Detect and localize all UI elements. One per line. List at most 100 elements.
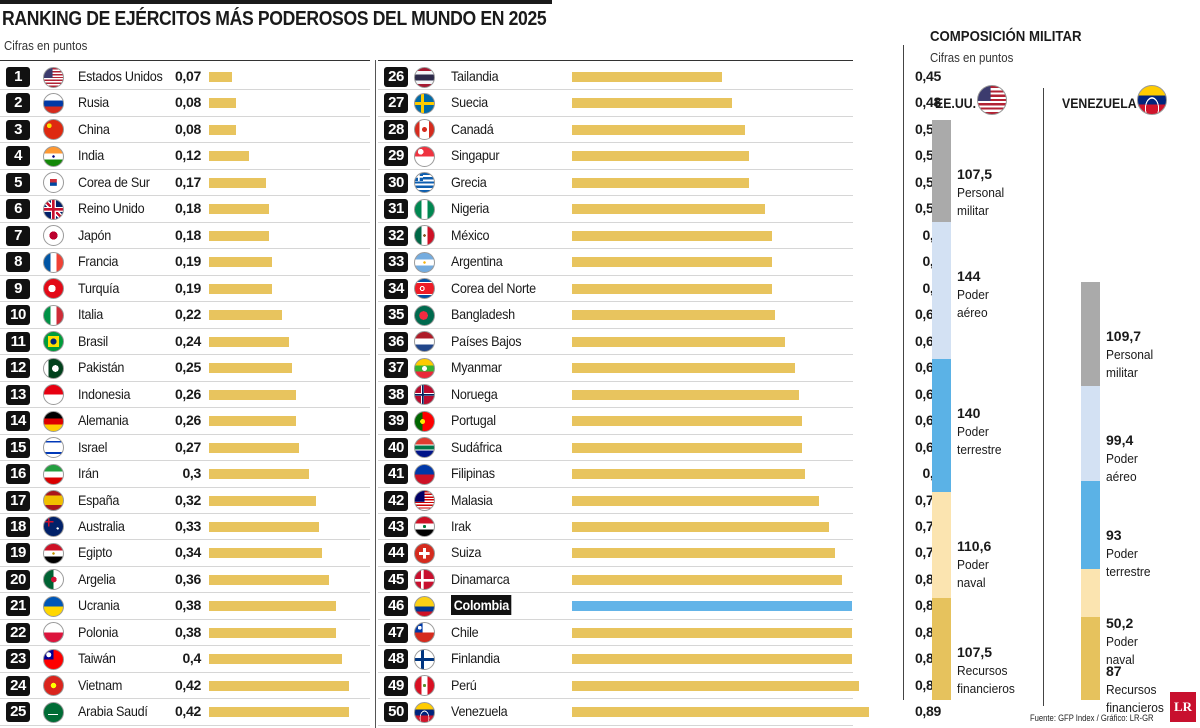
composition-title: COMPOSICIÓN MILITAR [930, 28, 1082, 45]
segment-label: Poder aéreo [1106, 451, 1138, 485]
country-name: Países Bajos [451, 332, 522, 349]
score-bar [209, 204, 269, 215]
stack-segment [1081, 617, 1100, 700]
stack-segment [932, 359, 951, 493]
flag-russia-icon [43, 92, 64, 114]
country-name: Myanmar [451, 359, 502, 376]
flag-denmark-icon [414, 569, 435, 591]
rank-badge: 6 [6, 199, 30, 220]
rank-badge: 25 [6, 702, 30, 723]
score-label: 0,18 [174, 226, 201, 243]
ranking-row: 13 Indonesia 0,26 [0, 382, 370, 409]
score-label: 0,07 [174, 68, 201, 84]
score-bar [209, 627, 336, 638]
rank-badge: 14 [6, 411, 30, 432]
segment-label: Personal militar [957, 185, 1005, 218]
segment-value: 107,5 [957, 643, 993, 660]
score-bar [572, 389, 799, 400]
ranking-row: 44 Suiza 0,79 [378, 540, 941, 567]
rank-badge: 49 [384, 675, 408, 696]
flag-chile-icon [414, 622, 435, 644]
rank-badge: 39 [384, 411, 408, 432]
country-name: Japón [78, 226, 111, 243]
score-bar [209, 310, 282, 321]
ranking-row: 16 Irán 0,3 [0, 461, 370, 488]
flag-saudi-arabia-icon [43, 701, 64, 723]
source-note: Fuente: GFP Index / Gráfico: LR-GR [1030, 713, 1154, 723]
flag-malaysia-icon [414, 490, 435, 511]
ranking-row: 42 Malasia 0,74 [378, 488, 941, 514]
rank-badge: 35 [384, 305, 408, 326]
score-bar [209, 151, 249, 162]
score-bar [572, 548, 835, 559]
score-label: 0,12 [174, 147, 201, 164]
country-name: Corea de Sur [78, 173, 150, 190]
rank-badge: 4 [6, 146, 30, 167]
score-label: 0,42 [174, 676, 201, 693]
country-name: Polonia [78, 623, 119, 640]
score-bar [209, 601, 336, 612]
rank-badge: 40 [384, 437, 408, 458]
rank-badge: 13 [6, 384, 30, 405]
country-name: Sudáfrica [451, 438, 502, 455]
segment-label: Poder naval [957, 557, 989, 591]
score-label: 0,38 [174, 623, 201, 640]
country-name: Egipto [78, 544, 113, 561]
segment-value: 50,2 [1106, 615, 1134, 632]
score-bar [572, 230, 772, 241]
country-name: Grecia [451, 173, 487, 190]
score-bar [209, 495, 316, 506]
score-bar [572, 177, 749, 188]
composition-middle-rule [1043, 88, 1044, 706]
score-label: 0,36 [174, 570, 201, 587]
country-name: Brasil [78, 332, 108, 349]
flag-philippines-icon [414, 463, 435, 485]
country-name: Israel [78, 438, 108, 455]
country-name: España [78, 491, 120, 508]
ranking-row: 15 Israel 0,27 [0, 435, 370, 462]
rank-badge: 15 [6, 437, 30, 458]
ranking-row: 7 Japón 0,18 [0, 223, 370, 250]
flag-japan-icon [43, 225, 64, 247]
score-label: 0,19 [174, 279, 201, 296]
rank-badge: 12 [6, 358, 30, 379]
rank-badge: 36 [384, 331, 408, 352]
rank-badge: 34 [384, 278, 408, 299]
ranking-row: 33Argentina0,6 [378, 249, 941, 276]
flag-israel-icon [43, 437, 64, 459]
segment-label: Recursos financieros [1106, 682, 1164, 716]
rank-badge: 29 [384, 146, 408, 167]
country-name: Alemania [78, 412, 129, 429]
flag-france-icon [43, 251, 64, 273]
segment-value: 140 [957, 405, 981, 422]
divider-right [378, 60, 853, 61]
ranking-row: 12 Pakistán 0,25 [0, 355, 370, 382]
rank-badge: 16 [6, 464, 30, 485]
rank-badge: 43 [384, 516, 408, 537]
flag-south-korea-icon [43, 172, 64, 194]
score-label: 0,25 [174, 359, 201, 376]
rank-badge: 18 [6, 516, 30, 537]
score-bar [209, 72, 232, 82]
chart-title: RANKING DE EJÉRCITOS MÁS PODEROSOS DEL M… [2, 8, 547, 30]
flag-switzerland-icon [414, 542, 435, 564]
rank-badge: 3 [6, 119, 30, 140]
country-name: Argentina [451, 253, 503, 270]
rank-badge: 47 [384, 622, 408, 643]
flag-taiwan-icon [43, 648, 64, 670]
country-name: China [78, 120, 110, 137]
country-name: Ucrania [78, 597, 120, 614]
country-name: India [78, 147, 104, 164]
score-bar [572, 151, 749, 162]
ranking-row: 38 Noruega 0,68 [378, 382, 941, 409]
score-bar [572, 310, 775, 321]
rank-badge: 11 [6, 331, 30, 352]
country-name: Canadá [451, 120, 494, 137]
rank-badge: 30 [384, 172, 408, 193]
ranking-row: 49 Perú 0,86 [378, 673, 941, 700]
segment-label: Personal militar [1106, 347, 1154, 381]
rank-badge: 5 [6, 172, 30, 193]
rank-badge: 46 [384, 596, 408, 617]
score-bar [209, 363, 292, 374]
country-name: Argelia [78, 570, 116, 587]
